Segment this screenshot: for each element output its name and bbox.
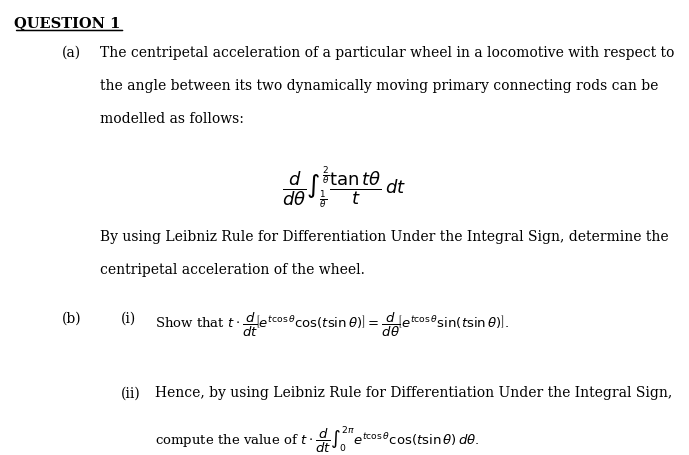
Text: Show that $t \cdot \dfrac{d}{dt}\!\left[e^{t\cos\theta}\cos(t\sin\theta)\right] : Show that $t \cdot \dfrac{d}{dt}\!\left[… xyxy=(155,311,509,339)
Text: modelled as follows:: modelled as follows: xyxy=(100,112,244,126)
Text: Hence, by using Leibniz Rule for Differentiation Under the Integral Sign,: Hence, by using Leibniz Rule for Differe… xyxy=(155,386,672,400)
Text: (a): (a) xyxy=(62,46,81,60)
Text: $\dfrac{d}{d\theta}\int_{\frac{1}{\theta}}^{\frac{2}{\theta}} \dfrac{\tan t\thet: $\dfrac{d}{d\theta}\int_{\frac{1}{\theta… xyxy=(282,164,407,211)
Text: QUESTION 1: QUESTION 1 xyxy=(14,16,120,30)
Text: (i): (i) xyxy=(121,311,136,325)
Text: compute the value of $t \cdot \dfrac{d}{dt}\int_{0}^{2\pi} e^{t\cos\theta}\cos(t: compute the value of $t \cdot \dfrac{d}{… xyxy=(155,425,480,455)
Text: The centripetal acceleration of a particular wheel in a locomotive with respect : The centripetal acceleration of a partic… xyxy=(100,46,675,60)
Text: (ii): (ii) xyxy=(121,386,141,400)
Text: (b): (b) xyxy=(62,311,81,325)
Text: centripetal acceleration of the wheel.: centripetal acceleration of the wheel. xyxy=(100,263,364,278)
Text: the angle between its two dynamically moving primary connecting rods can be: the angle between its two dynamically mo… xyxy=(100,79,658,93)
Text: By using Leibniz Rule for Differentiation Under the Integral Sign, determine the: By using Leibniz Rule for Differentiatio… xyxy=(100,230,668,244)
